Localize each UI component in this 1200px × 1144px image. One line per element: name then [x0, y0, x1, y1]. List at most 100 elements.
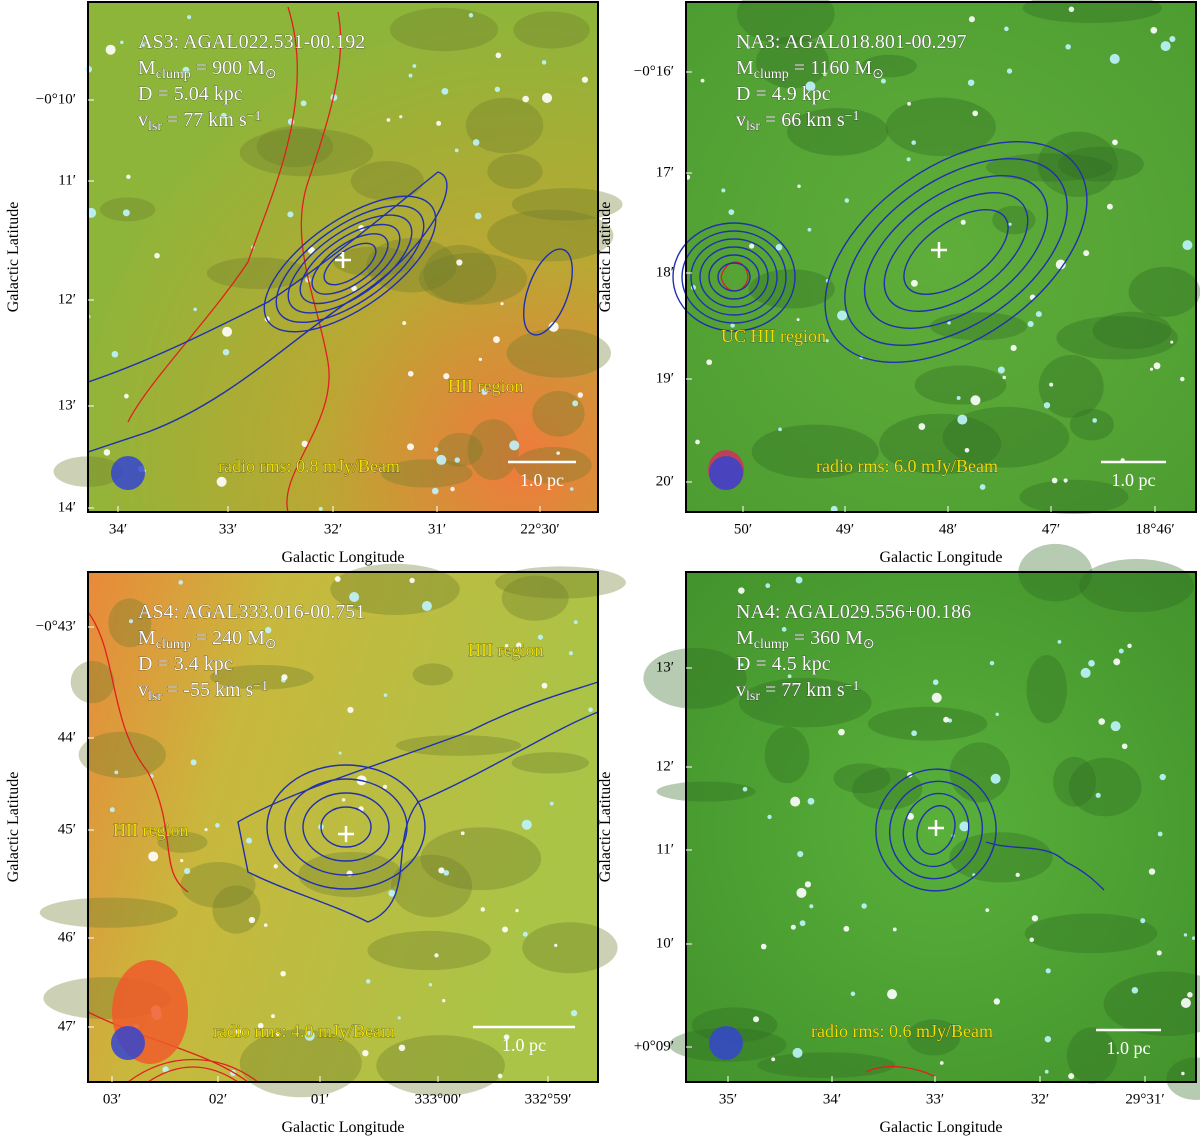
star — [1002, 375, 1006, 380]
star — [193, 307, 197, 312]
star — [460, 831, 465, 836]
dark-cloud — [381, 459, 473, 488]
y-tick-label: 18′ — [656, 264, 674, 280]
star — [939, 1061, 944, 1065]
star — [993, 998, 1000, 1005]
star — [1044, 1069, 1049, 1074]
star — [1181, 1071, 1185, 1076]
star — [1083, 250, 1090, 257]
star — [795, 576, 803, 584]
star — [721, 188, 726, 193]
star — [215, 822, 220, 828]
dust-contour — [299, 223, 401, 305]
star — [1191, 936, 1196, 940]
star — [407, 443, 415, 451]
x-tick-label: 332°59′ — [525, 1091, 572, 1107]
y-tick-label: 14′ — [58, 499, 76, 515]
info-part: ⊙ — [872, 67, 884, 82]
star — [443, 870, 450, 876]
info-part: ⊙ — [265, 637, 277, 652]
dark-cloud — [942, 406, 1070, 468]
x-axis-label: Galactic Longitude — [281, 549, 404, 566]
clump-marker — [335, 252, 351, 268]
x-tick-label: 29°31′ — [1125, 1091, 1164, 1107]
star — [767, 814, 772, 820]
star — [124, 393, 129, 399]
dust-contour — [708, 254, 760, 300]
dark-cloud — [99, 197, 156, 222]
star — [515, 908, 519, 913]
dust-contour — [699, 246, 769, 308]
dark-cloud — [736, 0, 835, 45]
star — [495, 52, 502, 59]
star — [907, 813, 914, 820]
dark-cloud — [949, 832, 1053, 883]
dark-cloud — [511, 752, 589, 774]
dark-cloud — [350, 161, 424, 201]
dark-cloud — [495, 566, 626, 599]
star — [141, 43, 145, 47]
dark-cloud — [423, 244, 497, 303]
info-part: v — [736, 679, 746, 701]
clump-marker — [928, 820, 944, 836]
star — [1029, 937, 1035, 943]
clump-marker — [338, 826, 354, 842]
info-part: D = 4.9 kpc — [736, 83, 831, 105]
star — [1140, 918, 1146, 924]
star — [441, 87, 449, 95]
star — [554, 943, 558, 947]
star — [932, 679, 939, 686]
star — [280, 970, 286, 977]
annotation: UC HII region — [721, 326, 826, 346]
y-axis-label: Galactic Latitude — [597, 772, 614, 883]
dark-cloud — [949, 742, 1011, 803]
dark-cloud — [501, 575, 569, 621]
star — [408, 73, 413, 78]
star — [103, 449, 111, 456]
star — [1112, 139, 1118, 146]
dark-cloud — [395, 735, 522, 756]
info-line: vlsr = 77 km s−1 — [736, 679, 860, 704]
y-tick-label: +0°09′ — [634, 1038, 674, 1054]
y-tick-label: 10′ — [656, 935, 674, 951]
star — [825, 339, 829, 343]
info-line: D = 3.4 kpc — [138, 653, 233, 675]
info-part: −1 — [845, 109, 860, 124]
star — [456, 259, 463, 266]
info-line: D = 4.9 kpc — [736, 83, 831, 105]
star — [1131, 987, 1139, 994]
dust-contour — [844, 158, 1068, 346]
dark-cloud — [1053, 756, 1097, 807]
rms-label: radio rms: 4.0 mJy/Beam — [213, 1021, 395, 1041]
star — [1010, 344, 1017, 352]
star — [522, 931, 528, 937]
dark-cloud — [1026, 655, 1068, 724]
star — [421, 601, 432, 612]
dark-cloud — [1069, 408, 1114, 441]
dark-cloud — [1068, 757, 1142, 817]
star — [541, 682, 548, 689]
star — [956, 396, 961, 401]
star — [1063, 478, 1068, 483]
x-tick-label: 50′ — [734, 521, 752, 537]
x-tick-label: 33′ — [219, 521, 237, 537]
star — [822, 72, 827, 76]
star — [386, 118, 391, 122]
y-axis-label: Galactic Latitude — [597, 202, 614, 313]
star — [581, 76, 589, 83]
star — [1183, 933, 1188, 937]
star — [409, 577, 415, 584]
info-line: D = 4.5 kpc — [736, 653, 831, 675]
star — [1008, 222, 1012, 226]
info-part: = 77 km s — [760, 679, 845, 701]
star — [746, 45, 750, 49]
info-part: v — [138, 109, 148, 131]
y-tick-label: 46′ — [58, 929, 76, 945]
x-tick-label: 49′ — [836, 521, 854, 537]
y-tick-label: 20′ — [656, 473, 674, 489]
info-part: lsr — [148, 689, 162, 704]
star — [1006, 68, 1013, 74]
radio-contour — [720, 261, 749, 292]
star — [120, 40, 124, 45]
